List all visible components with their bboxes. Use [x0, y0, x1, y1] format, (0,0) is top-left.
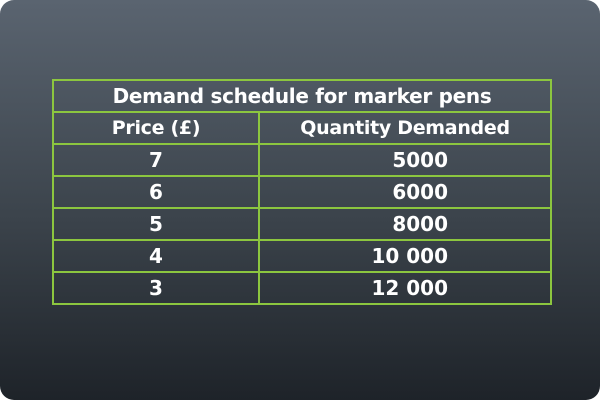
quantity-cell: 5000: [258, 143, 552, 177]
column-header-quantity: Quantity Demanded: [258, 111, 552, 145]
table-row: 3 12 000: [52, 271, 552, 305]
table-row: 5 8000: [52, 207, 552, 241]
quantity-cell: 10 000: [258, 239, 552, 273]
column-header-price: Price (£): [52, 111, 260, 145]
table-header-row: Price (£) Quantity Demanded: [52, 111, 552, 145]
table-title-row: Demand schedule for marker pens: [52, 79, 552, 113]
quantity-cell: 6000: [258, 175, 552, 209]
quantity-cell: 12 000: [258, 271, 552, 305]
quantity-cell: 8000: [258, 207, 552, 241]
table-row: 4 10 000: [52, 239, 552, 273]
table-title: Demand schedule for marker pens: [52, 79, 552, 113]
price-cell: 6: [52, 175, 260, 209]
table-row: 6 6000: [52, 175, 552, 209]
price-cell: 4: [52, 239, 260, 273]
price-cell: 7: [52, 143, 260, 177]
price-cell: 3: [52, 271, 260, 305]
price-cell: 5: [52, 207, 260, 241]
table-row: 7 5000: [52, 143, 552, 177]
demand-schedule-table: Demand schedule for marker pens Price (£…: [52, 79, 552, 305]
